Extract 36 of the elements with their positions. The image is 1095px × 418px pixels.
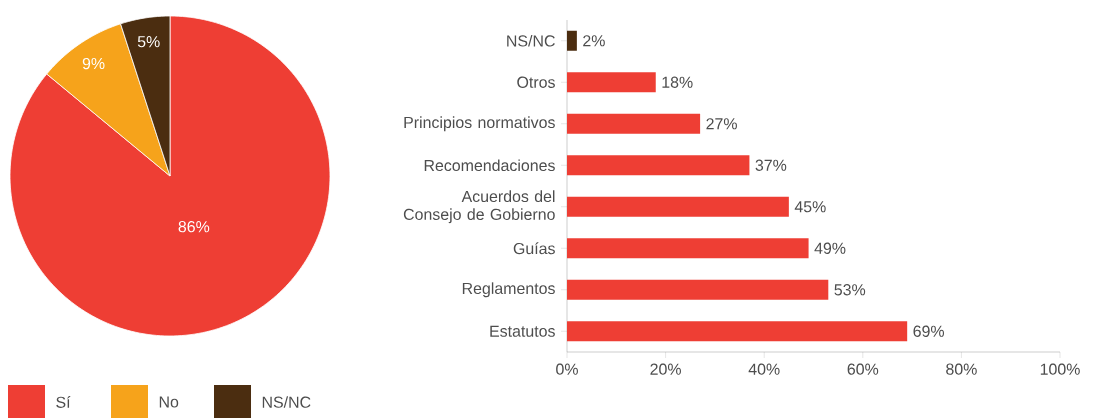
bar	[567, 155, 750, 176]
bar	[567, 321, 908, 342]
data-label: 49%	[814, 242, 846, 254]
legend-label: NS/NC	[262, 396, 311, 408]
data-label: 9%	[82, 57, 105, 70]
data-label: 18%	[662, 76, 693, 88]
y-tick-label: Principios normativos	[404, 116, 555, 132]
legend-label: No	[159, 396, 179, 408]
bar	[567, 113, 701, 134]
x-tick-label: 60%	[847, 363, 879, 375]
x-tick-label: 0%	[556, 363, 578, 375]
legend-label: Sí	[56, 396, 71, 408]
data-label: 37%	[755, 159, 787, 171]
y-tick-label: Recomendaciones	[424, 159, 555, 172]
bar	[567, 238, 809, 259]
data-label: 53%	[834, 284, 866, 296]
y-tick-label: Acuerdos del Consejo de Gobierno	[403, 190, 555, 224]
x-tick-label: 80%	[946, 363, 977, 375]
bar	[567, 72, 656, 93]
data-label: 5%	[137, 36, 160, 48]
bar	[567, 30, 577, 51]
y-tick-label: Reglamentos	[462, 282, 555, 298]
x-tick-label: 40%	[748, 363, 780, 375]
y-tick-label: Guías	[513, 242, 555, 255]
bar	[567, 196, 789, 217]
x-tick-label: 20%	[650, 363, 681, 375]
y-tick-label: NS/NC	[507, 34, 555, 47]
data-label: 86%	[178, 221, 210, 233]
bar	[567, 279, 829, 300]
y-tick-label: Estatutos	[490, 325, 555, 337]
data-label: 2%	[583, 35, 605, 47]
data-label: 69%	[913, 325, 945, 337]
data-label: 45%	[794, 201, 826, 213]
y-tick-label: Otros	[517, 76, 555, 88]
data-label: 27%	[706, 118, 737, 130]
x-tick-label: 100%	[1040, 363, 1080, 375]
